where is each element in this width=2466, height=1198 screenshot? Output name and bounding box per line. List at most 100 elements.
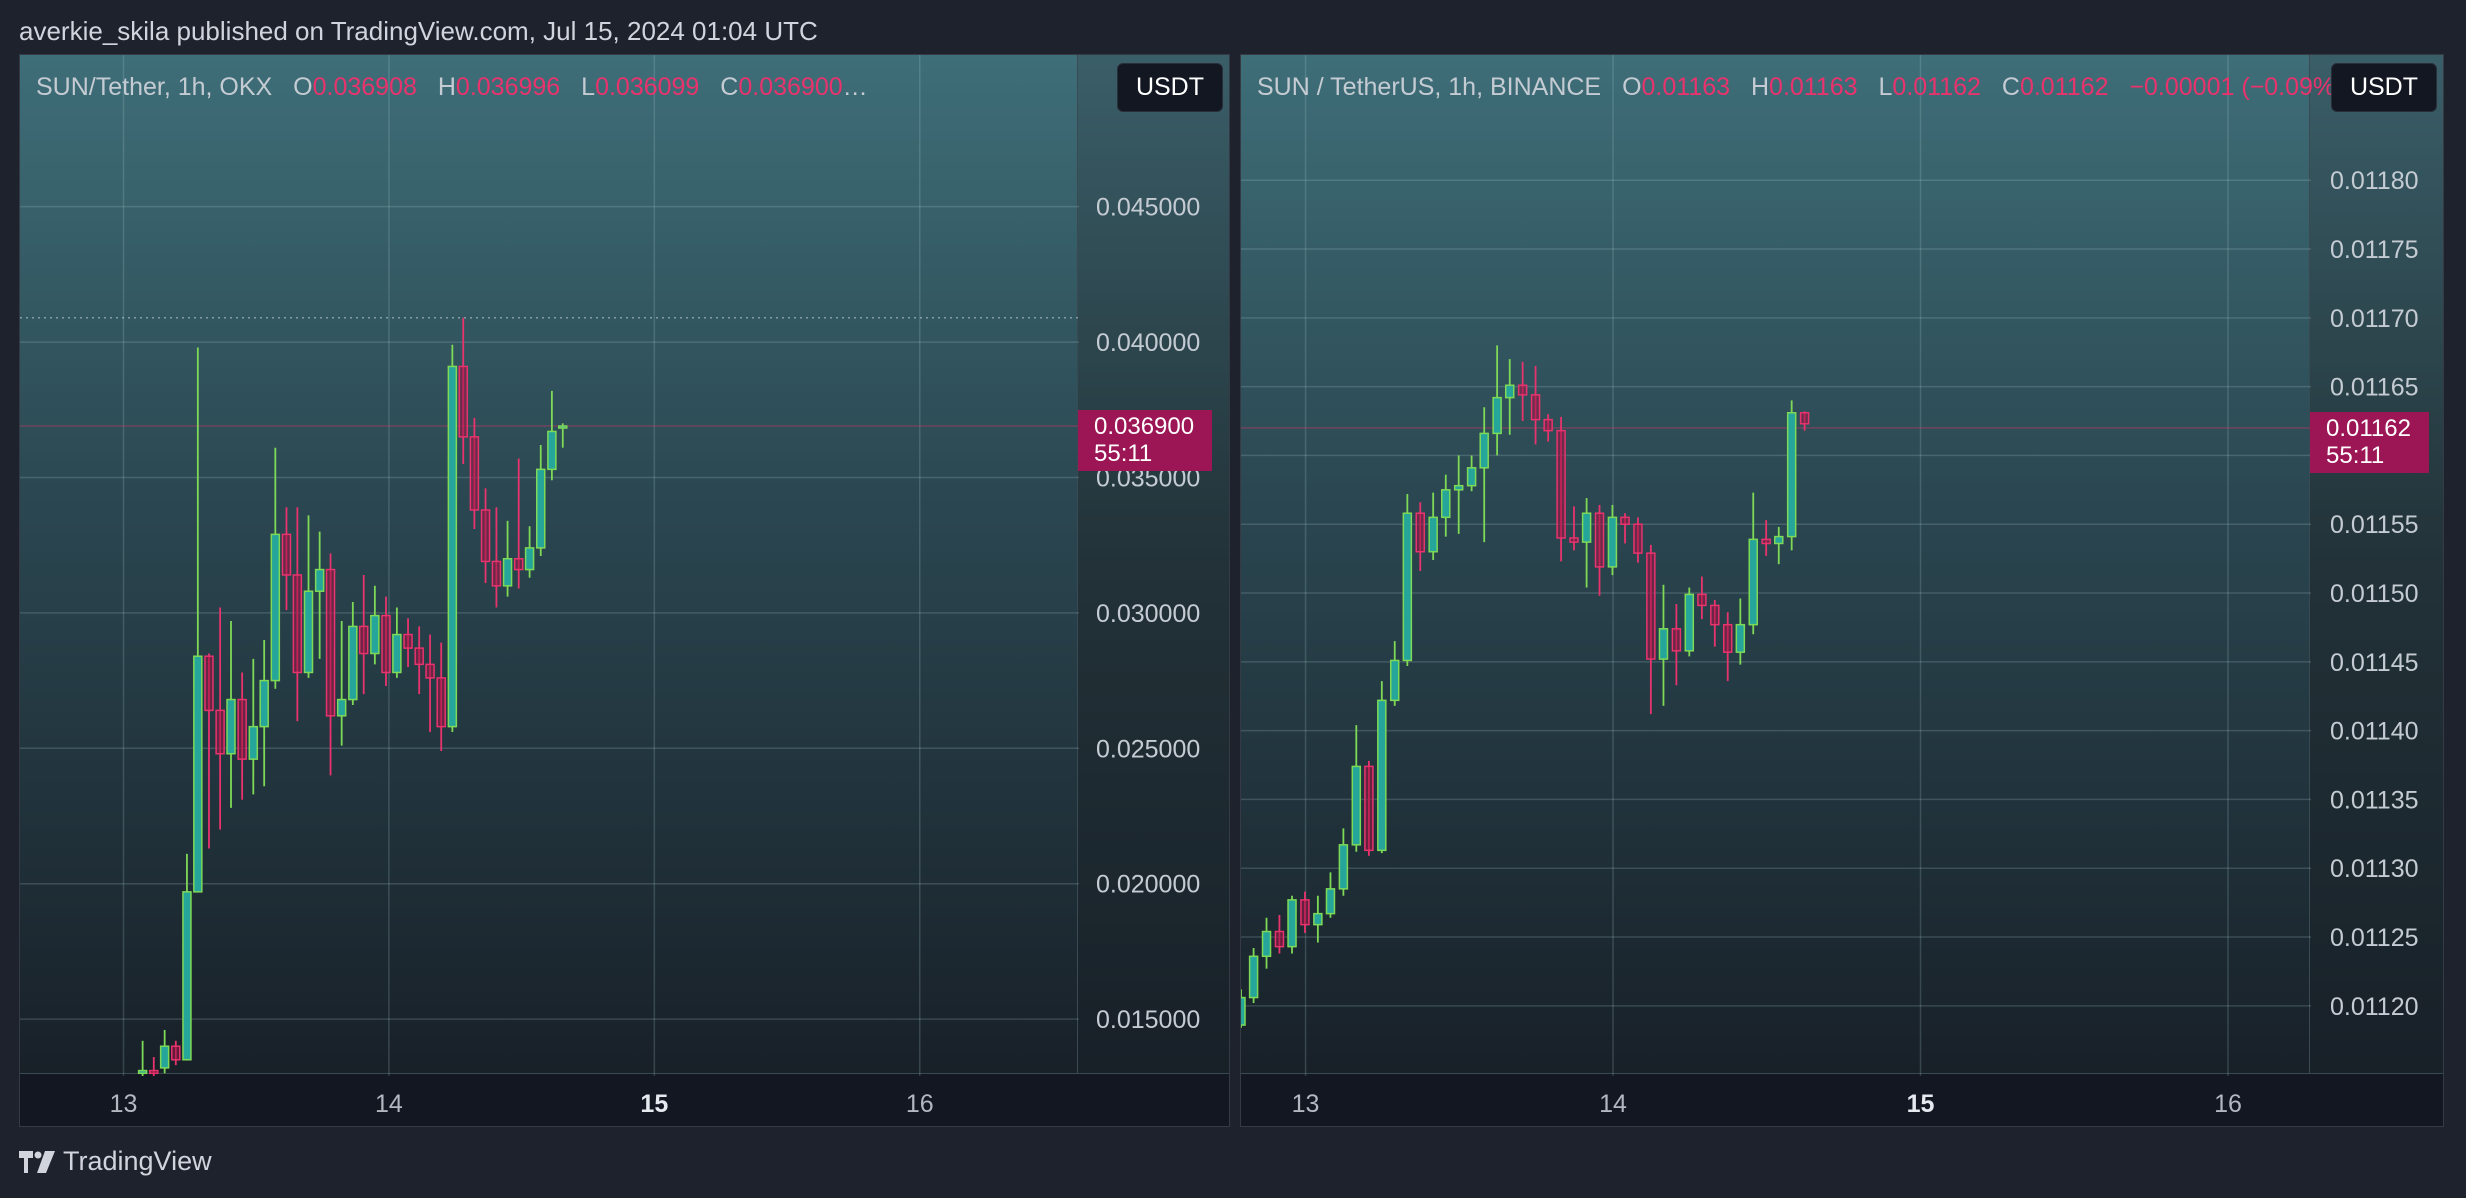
candle-body	[436, 677, 446, 728]
candle-body	[447, 365, 458, 728]
candle	[1594, 504, 1605, 596]
candle-body	[248, 725, 259, 760]
candle	[348, 602, 358, 705]
change-value: −0.00001 (−0.09%)	[2129, 73, 2344, 101]
candle	[1774, 526, 1784, 565]
candle-body	[1684, 593, 1695, 652]
candle	[314, 531, 325, 659]
low-label: L	[581, 73, 596, 101]
candle-body	[524, 547, 535, 571]
candle	[204, 653, 214, 849]
candle	[1748, 492, 1758, 635]
time-axis[interactable]	[20, 1073, 1229, 1126]
candle	[1313, 895, 1323, 943]
candle-body	[381, 614, 391, 674]
candle	[1338, 828, 1349, 896]
price-scale[interactable]	[1077, 55, 1229, 1074]
candle-body	[1325, 888, 1336, 915]
candle-body	[1338, 844, 1349, 890]
candle-body	[458, 365, 468, 438]
time-axis[interactable]	[1241, 1073, 2443, 1126]
candle-body	[303, 590, 314, 674]
candle	[425, 634, 435, 733]
candle	[1248, 948, 1259, 1004]
candle	[1761, 520, 1771, 556]
chart-panel-binance: 0.011800.011750.011700.011650.011600.011…	[1240, 54, 2444, 1127]
candle	[259, 639, 269, 787]
publish-info: averkie_skila published on TradingView.c…	[19, 16, 818, 46]
candle	[1453, 455, 1464, 534]
candle-body	[370, 614, 380, 655]
candle	[182, 853, 192, 1061]
candle-body	[149, 1069, 159, 1075]
candle-body	[193, 655, 203, 893]
x-tick-label: 13	[1292, 1090, 1320, 1118]
tradingview-brand[interactable]: TradingView	[19, 1146, 212, 1177]
candle-body	[1351, 765, 1362, 846]
candle-body	[1300, 899, 1310, 926]
candle	[1241, 989, 1246, 1028]
y-tick-label: 0.040000	[1096, 329, 1200, 357]
symbol-label[interactable]: SUN / TetherUS, 1h, BINANCE	[1257, 73, 1602, 101]
currency-unit-button[interactable]: USDT	[2330, 63, 2437, 112]
candle	[270, 447, 281, 689]
candle-body	[1479, 432, 1489, 469]
y-tick-label: 0.01165	[2330, 374, 2419, 402]
candle-body	[1786, 412, 1797, 538]
candle	[1684, 587, 1695, 657]
candle	[1377, 681, 1387, 854]
y-tick-label: 0.01180	[2330, 167, 2419, 195]
bar-countdown: 55:11	[1094, 440, 1153, 468]
currency-unit-button[interactable]: USDT	[1116, 63, 1223, 112]
chart-panel-okx: 0.045000 0.040000 0.035000 0.030000 0.025000…	[19, 54, 1230, 1127]
candle	[281, 507, 292, 611]
candle	[1415, 502, 1426, 572]
candle-body	[336, 698, 347, 717]
candle	[547, 390, 557, 481]
candle-body	[1594, 512, 1605, 568]
candle	[1517, 361, 1528, 422]
candle-body	[1492, 396, 1502, 435]
candle	[370, 585, 380, 665]
symbol-label[interactable]: SUN/Tether, 1h, OKX	[36, 73, 273, 101]
legend-more[interactable]: …	[842, 73, 868, 101]
candle	[1569, 506, 1579, 551]
open-value: 0.036908	[312, 73, 417, 101]
candle-body	[1761, 538, 1771, 545]
candle-body	[270, 533, 281, 682]
candle	[447, 344, 458, 733]
candle-body	[281, 533, 292, 576]
candle-body	[502, 557, 513, 587]
candle-body	[182, 891, 192, 1061]
plot-area[interactable]	[20, 55, 1079, 1074]
candle	[303, 515, 314, 678]
candle	[1428, 492, 1438, 560]
price-scale[interactable]	[2309, 55, 2443, 1074]
candle-body	[1710, 604, 1720, 626]
candle-body	[1581, 512, 1592, 543]
candle	[381, 596, 391, 687]
candle	[1671, 604, 1682, 686]
candle	[1607, 504, 1618, 576]
x-tick-label: 14	[375, 1090, 403, 1118]
candle	[1389, 641, 1400, 706]
candle-body	[1633, 523, 1643, 554]
candle	[1581, 498, 1592, 588]
candle	[1646, 544, 1656, 715]
plot-area[interactable]	[1241, 55, 2311, 1074]
candle-body	[204, 655, 214, 712]
candle-body	[348, 625, 358, 701]
candle-body	[1569, 537, 1579, 543]
candle-body	[226, 698, 236, 755]
candle	[535, 444, 546, 557]
y-tick-label: 0.01170	[2330, 305, 2419, 333]
candle-body	[325, 568, 336, 717]
candle-body	[1799, 412, 1810, 425]
candle-body	[1441, 489, 1451, 519]
candle-body	[358, 625, 369, 655]
candle-body	[414, 647, 424, 666]
x-tick-label: 15	[640, 1090, 668, 1118]
candle	[1620, 513, 1630, 544]
candle-body	[1504, 384, 1515, 399]
ohlc-legend: SUN / TetherUS, 1h, BINANCE O0.01163 H0.…	[1257, 73, 2343, 102]
